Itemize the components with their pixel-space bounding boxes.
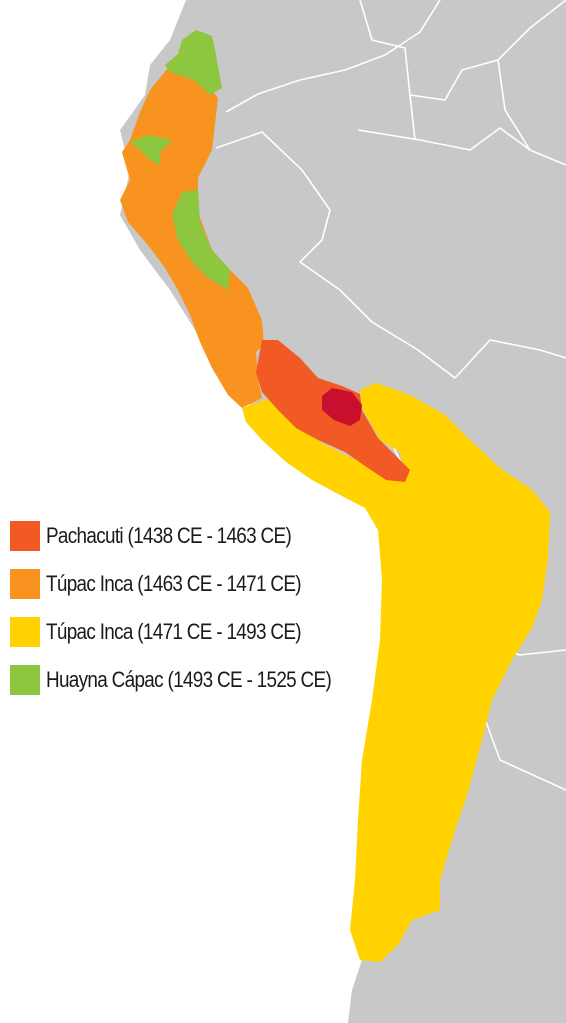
legend-item-tupac-inca-early: Túpac Inca (1463 CE - 1471 CE) xyxy=(10,560,377,608)
region-huayna-capac-north xyxy=(165,30,222,95)
legend-swatch xyxy=(10,521,40,551)
legend-item-pachacuti: Pachacuti (1438 CE - 1463 CE) xyxy=(10,512,377,560)
legend-label: Pachacuti (1438 CE - 1463 CE) xyxy=(46,523,292,548)
legend-label: Túpac Inca (1463 CE - 1471 CE) xyxy=(46,571,302,596)
region-cusco-heartland xyxy=(322,388,362,426)
region-huayna-capac-highlands xyxy=(172,190,230,290)
legend-item-huayna-capac: Huayna Cápac (1493 CE - 1525 CE) xyxy=(10,656,377,704)
region-huayna-capac-coast xyxy=(130,135,172,165)
region-tupac-inca-1471-1493 xyxy=(242,383,550,962)
legend-swatch xyxy=(10,665,40,695)
legend-label: Huayna Cápac (1493 CE - 1525 CE) xyxy=(46,667,332,692)
legend-label: Túpac Inca (1471 CE - 1493 CE) xyxy=(46,619,302,644)
legend-item-tupac-inca-late: Túpac Inca (1471 CE - 1493 CE) xyxy=(10,608,377,656)
map-legend: Pachacuti (1438 CE - 1463 CE) Túpac Inca… xyxy=(10,512,377,704)
legend-swatch xyxy=(10,569,40,599)
legend-swatch xyxy=(10,617,40,647)
